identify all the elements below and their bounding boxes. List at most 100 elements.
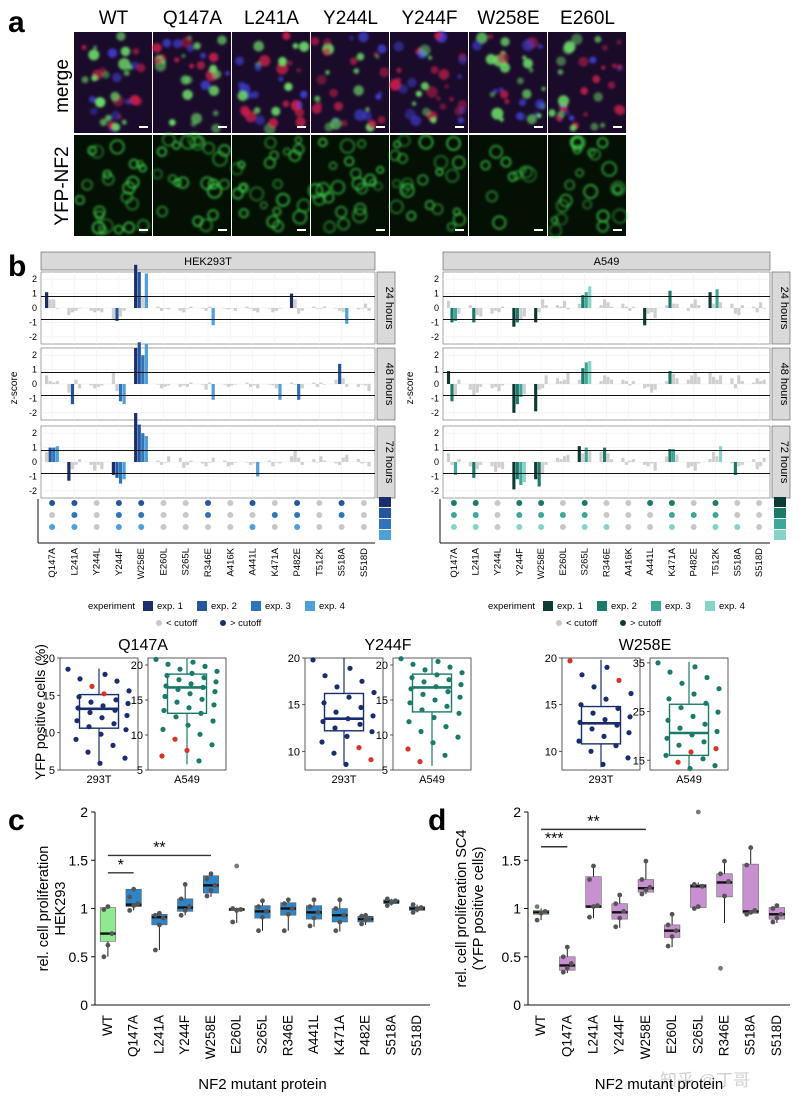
yfp-cells bbox=[548, 135, 628, 238]
data-point bbox=[699, 883, 705, 889]
yfp-cell-ring bbox=[555, 199, 570, 213]
data-point bbox=[199, 696, 205, 702]
cell-blob bbox=[556, 56, 566, 66]
bar-k471a-exp4 bbox=[278, 462, 282, 464]
yfp-image-w258e bbox=[469, 135, 547, 236]
bar-p482e-exp3 bbox=[297, 384, 301, 400]
data-point bbox=[560, 969, 566, 975]
y-tick-label: 5 bbox=[49, 765, 55, 777]
cell-blob bbox=[292, 43, 299, 49]
bar-w258e-exp3 bbox=[141, 433, 145, 462]
bar-p482e-exp1 bbox=[686, 379, 690, 384]
dot-y244f bbox=[115, 524, 122, 530]
bar-l241a-exp4 bbox=[479, 308, 483, 317]
bar-a441l-exp4 bbox=[653, 308, 657, 319]
bar-e260l-exp1 bbox=[156, 460, 160, 462]
bar-t512k-exp3 bbox=[715, 379, 719, 384]
data-point bbox=[264, 909, 269, 914]
box-q147a: Q147A bbox=[126, 886, 142, 1057]
yfp-cell-ring bbox=[445, 168, 460, 183]
bar-w258e-exp2 bbox=[137, 424, 141, 462]
legend-below-text: < cutoff bbox=[566, 618, 598, 629]
box-iqr bbox=[716, 873, 733, 898]
cell-blob bbox=[324, 122, 334, 132]
zscore-hek293t: HEK293T z-score 2 1 0 -1 -2 24 hours 2 1 0 -1 -2 48 h… bbox=[9, 251, 396, 629]
bar-a416k-exp4 bbox=[233, 384, 238, 385]
bar-p482e-exp2 bbox=[690, 303, 694, 308]
data-point bbox=[260, 914, 265, 920]
merge-cells bbox=[310, 31, 390, 132]
bar-s518a-exp4 bbox=[345, 454, 349, 462]
dot-t512k bbox=[316, 524, 323, 530]
data-point bbox=[105, 904, 111, 909]
data-point bbox=[212, 689, 218, 695]
data-point bbox=[420, 691, 426, 698]
y-tick-label: 1 bbox=[434, 365, 439, 375]
data-point bbox=[124, 712, 130, 719]
data-point bbox=[568, 961, 574, 966]
y-tick-label: 1 bbox=[513, 901, 521, 917]
y-tick-label: 0 bbox=[32, 303, 37, 313]
data-point bbox=[234, 908, 240, 913]
bar-s518a-exp3 bbox=[341, 457, 345, 462]
data-point bbox=[716, 686, 722, 692]
data-point bbox=[591, 863, 596, 869]
bar-s518d-exp2 bbox=[360, 384, 364, 385]
cell-blob bbox=[278, 56, 287, 66]
scale-bar bbox=[613, 229, 622, 231]
cell-blob bbox=[187, 45, 194, 52]
cell-blob bbox=[438, 69, 450, 80]
bar-s265l-exp4 bbox=[189, 460, 193, 462]
bar-t512k-exp1 bbox=[708, 459, 712, 462]
legend-text: exp. 1 bbox=[557, 601, 583, 612]
bar-e260l-exp4 bbox=[566, 308, 570, 310]
data-point bbox=[185, 722, 191, 728]
cell-blob bbox=[377, 116, 386, 124]
zscore-a549: A549 z-score 2 1 0 -1 -2 24 hours 2 1 0 -1 -2 48 hour… bbox=[405, 251, 791, 629]
dot-l241a bbox=[71, 524, 78, 530]
cell-blob bbox=[457, 74, 462, 79]
dot-t512k bbox=[316, 500, 323, 506]
cell-blob bbox=[522, 55, 527, 60]
bar-k471a-exp4 bbox=[675, 303, 679, 308]
yfp-tile-bg bbox=[232, 135, 310, 236]
legend-swatch bbox=[251, 601, 261, 611]
merge-cells bbox=[472, 32, 546, 125]
bar-p482e-exp3 bbox=[297, 308, 301, 314]
x-tick-wt: WT bbox=[533, 1015, 548, 1036]
cell-blob bbox=[489, 91, 496, 98]
cell-blob bbox=[571, 33, 583, 45]
yfp-cell-ring bbox=[400, 177, 414, 191]
bar-r346e-exp2 bbox=[204, 384, 208, 390]
bar-t512k-exp2 bbox=[712, 303, 716, 308]
y-tick-label: 5 bbox=[137, 765, 143, 777]
data-point bbox=[164, 672, 170, 679]
bar-s265l-exp4 bbox=[588, 286, 592, 308]
yfp-cells bbox=[308, 137, 385, 233]
color-key-exp2 bbox=[774, 508, 786, 518]
bar-s265l-exp1 bbox=[178, 384, 182, 387]
data-point bbox=[457, 694, 463, 700]
bar-k471a-exp4 bbox=[675, 378, 679, 384]
bar-q147a-exp4 bbox=[457, 308, 461, 314]
y-tick-label: -2 bbox=[29, 408, 37, 418]
data-point bbox=[369, 729, 375, 735]
legend-a549: experiment exp. 1 exp. 2 exp. 3 exp. 4 < cuto… bbox=[488, 601, 745, 629]
dot-s265l bbox=[182, 512, 189, 518]
bar-a416k-exp1 bbox=[621, 379, 625, 384]
legend-below-dot bbox=[556, 620, 562, 626]
dot-a441l bbox=[249, 512, 256, 518]
cell-blob bbox=[136, 63, 146, 73]
data-point bbox=[587, 914, 592, 920]
bar-a441l-exp1 bbox=[245, 306, 249, 308]
dot-q147a bbox=[49, 512, 56, 518]
legend-swatch bbox=[305, 601, 315, 611]
bar-r346e-exp3 bbox=[606, 453, 610, 462]
bar-a441l-exp1 bbox=[245, 382, 249, 384]
data-point bbox=[289, 906, 295, 911]
cell-blob bbox=[615, 105, 626, 116]
data-point bbox=[664, 735, 670, 741]
bar-y244l-exp2 bbox=[494, 462, 498, 473]
cell-blob bbox=[422, 107, 431, 117]
